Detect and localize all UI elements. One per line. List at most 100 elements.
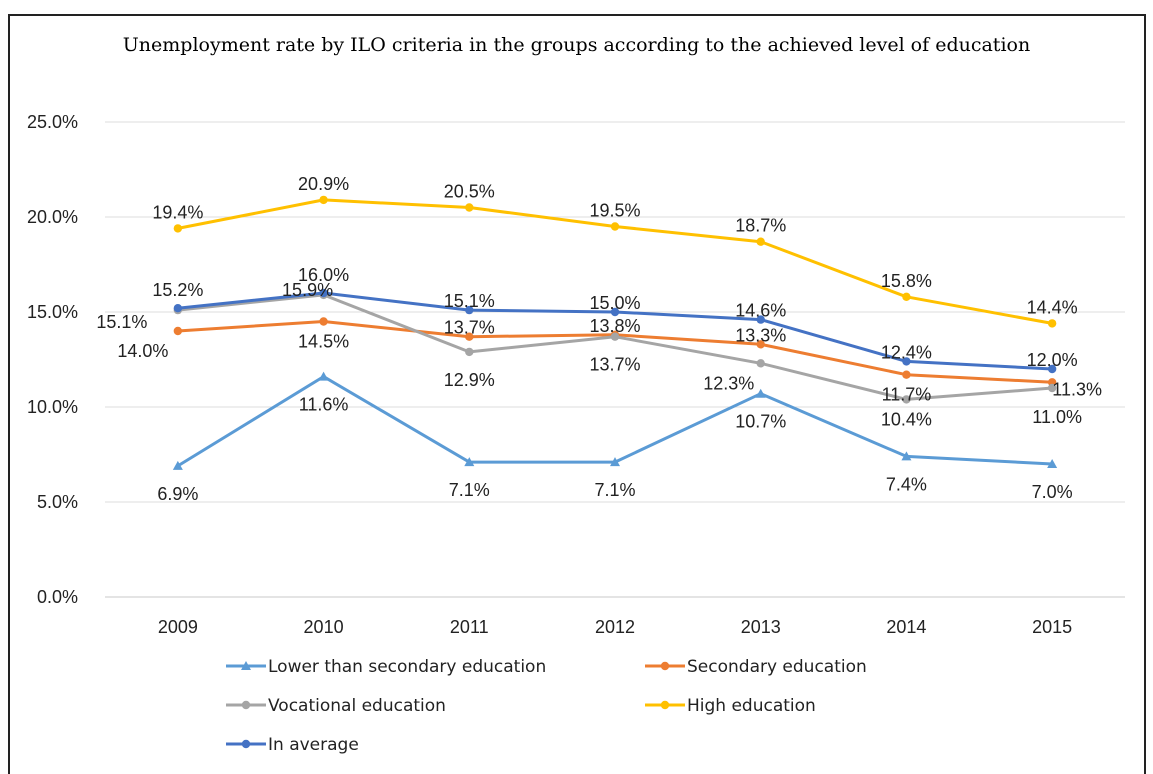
data-point [902, 395, 911, 404]
data-label: 15.1% [444, 291, 495, 311]
data-label: 14.0% [117, 341, 168, 361]
data-point [756, 315, 765, 324]
data-label: 20.9% [298, 174, 349, 194]
x-tick-label: 2011 [450, 617, 489, 637]
x-tick-label: 2015 [1032, 617, 1072, 637]
data-point [1047, 364, 1057, 374]
data-point [319, 195, 328, 205]
data-point [465, 305, 474, 315]
data-label: 15.8% [881, 271, 932, 291]
data-label: 15.0% [589, 293, 640, 313]
data-label: 7.4% [886, 474, 927, 494]
legend-marker [241, 661, 251, 670]
data-point [465, 332, 474, 341]
data-point [902, 370, 911, 379]
data-point [173, 304, 183, 313]
data-label: 15.1% [96, 312, 147, 332]
data-point [610, 222, 620, 231]
legend-item: Secondary education [645, 657, 867, 677]
data-point [318, 371, 329, 381]
legend-item: High education [645, 696, 816, 716]
x-tick-label: 2014 [886, 617, 926, 637]
data-point [319, 288, 328, 298]
data-label: 18.7% [735, 216, 786, 236]
x-tick-label: 2009 [158, 617, 198, 637]
legend-label: High education [687, 696, 816, 716]
legend-item: Lower than secondary education [226, 657, 546, 677]
data-point [756, 237, 765, 246]
data-label: 13.7% [589, 355, 640, 375]
data-label: 11.7% [882, 385, 932, 405]
data-point [756, 359, 765, 368]
data-label: 11.0% [1032, 407, 1082, 427]
series-0 [172, 371, 1058, 470]
data-point [319, 317, 328, 326]
data-point [465, 347, 474, 357]
data-point [901, 451, 912, 461]
data-point [1047, 383, 1057, 393]
data-point [464, 457, 475, 467]
legend-label: Lower than secondary education [268, 657, 546, 677]
chart-frame [8, 14, 1146, 774]
data-label: 7.1% [594, 480, 635, 500]
y-tick-label: 15.0% [27, 302, 78, 322]
legend-marker [241, 739, 251, 749]
series-lines [172, 195, 1058, 470]
legend-label: Secondary education [687, 657, 867, 677]
y-tick-label: 0.0% [37, 587, 78, 607]
data-label: 14.6% [735, 301, 786, 321]
data-label: 14.4% [1027, 297, 1078, 317]
data-label: 20.5% [444, 182, 495, 202]
data-label: 12.9% [444, 370, 495, 390]
x-tick-label: 2012 [595, 617, 635, 637]
data-label: 12.3% [703, 373, 754, 393]
data-point [755, 388, 766, 398]
x-tick-label: 2010 [304, 617, 344, 637]
data-label: 19.5% [589, 201, 640, 221]
data-label: 11.6% [299, 395, 349, 415]
data-label: 10.4% [881, 409, 932, 429]
legend: Lower than secondary education Secondary … [226, 657, 867, 755]
data-label: 11.3% [1052, 379, 1102, 399]
data-label: 6.9% [157, 484, 198, 504]
data-point [1047, 319, 1057, 328]
data-point [173, 224, 183, 233]
legend-item: Vocational education [226, 696, 446, 716]
data-label: 10.7% [735, 412, 786, 432]
data-label: 7.1% [449, 480, 490, 500]
data-point [1047, 459, 1058, 468]
y-axis-ticks: 0.0% 5.0% 10.0% 15.0% 20.0% 25.0% [27, 112, 78, 607]
data-label: 14.5% [298, 332, 349, 352]
data-label: 13.3% [735, 325, 786, 345]
data-point [610, 457, 620, 467]
data-point [902, 292, 911, 301]
series-3 [173, 195, 1057, 328]
legend-item: In average [226, 735, 359, 755]
x-axis-ticks: 2009 2010 2011 2012 2013 2014 2015 [158, 617, 1072, 637]
data-point [173, 326, 183, 336]
y-tick-label: 25.0% [27, 112, 78, 132]
data-point [610, 332, 620, 341]
data-point [610, 307, 620, 317]
legend-label: In average [268, 735, 359, 755]
series-4 [173, 288, 1057, 374]
y-tick-label: 20.0% [27, 207, 78, 227]
data-label: 12.0% [1027, 350, 1078, 370]
data-label: 15.9% [282, 280, 333, 300]
data-label: 15.2% [152, 280, 203, 300]
x-tick-label: 2013 [741, 617, 781, 637]
legend-label: Vocational education [268, 696, 446, 716]
data-label: 13.7% [444, 318, 495, 338]
data-point [902, 357, 911, 366]
data-labels: 6.9% 11.6% 7.1% 7.1% 10.7% 7.4% 7.0% 14.0% 14.5%… [96, 174, 1102, 504]
data-label: 19.4% [152, 202, 203, 222]
y-tick-label: 10.0% [27, 397, 78, 417]
data-label: 12.4% [881, 342, 932, 362]
legend-marker [241, 700, 251, 710]
chart-title: Unemployment rate by ILO criteria in the… [122, 34, 1031, 56]
data-label: 7.0% [1032, 482, 1073, 502]
data-label: 16.0% [298, 265, 349, 285]
legend-marker [660, 700, 670, 710]
data-point [465, 203, 474, 212]
